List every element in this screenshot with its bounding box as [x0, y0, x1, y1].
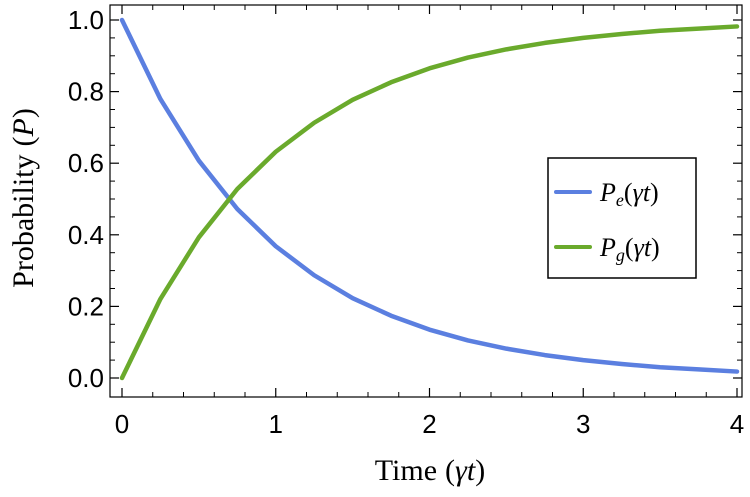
y-tick-label: 0.2	[68, 291, 104, 321]
legend-label-pe: Pe(γt)	[599, 178, 659, 210]
tick-labels: 0 1 2 3 4 0.0 0.2 0.4 0.6 0.8 1.0	[68, 5, 744, 439]
y-tick-label: 0.4	[68, 220, 104, 250]
x-tick-label: 3	[576, 409, 590, 439]
series-line-pe	[119, 17, 740, 374]
y-tick-label: 0.8	[68, 77, 104, 107]
y-tick-label: 1.0	[68, 5, 104, 35]
legend: Pe(γt) Pg(γt)	[547, 157, 697, 279]
legend-label-pg: Pg(γt)	[599, 233, 660, 265]
y-tick-label: 0.6	[68, 148, 104, 178]
x-tick-label: 2	[422, 409, 436, 439]
x-tick-label: 0	[115, 409, 129, 439]
tick-marks	[110, 5, 742, 397]
plot-frame	[109, 4, 743, 398]
series-lines	[119, 17, 740, 381]
legend-box	[547, 157, 697, 279]
x-tick-label: 1	[269, 409, 283, 439]
y-tick-label: 0.0	[68, 363, 104, 393]
y-axis-title: Probability(P)	[7, 108, 40, 288]
series-line-pg	[119, 24, 740, 381]
x-tick-label: 4	[730, 409, 744, 439]
x-axis-title: Time (γt)	[375, 454, 485, 487]
